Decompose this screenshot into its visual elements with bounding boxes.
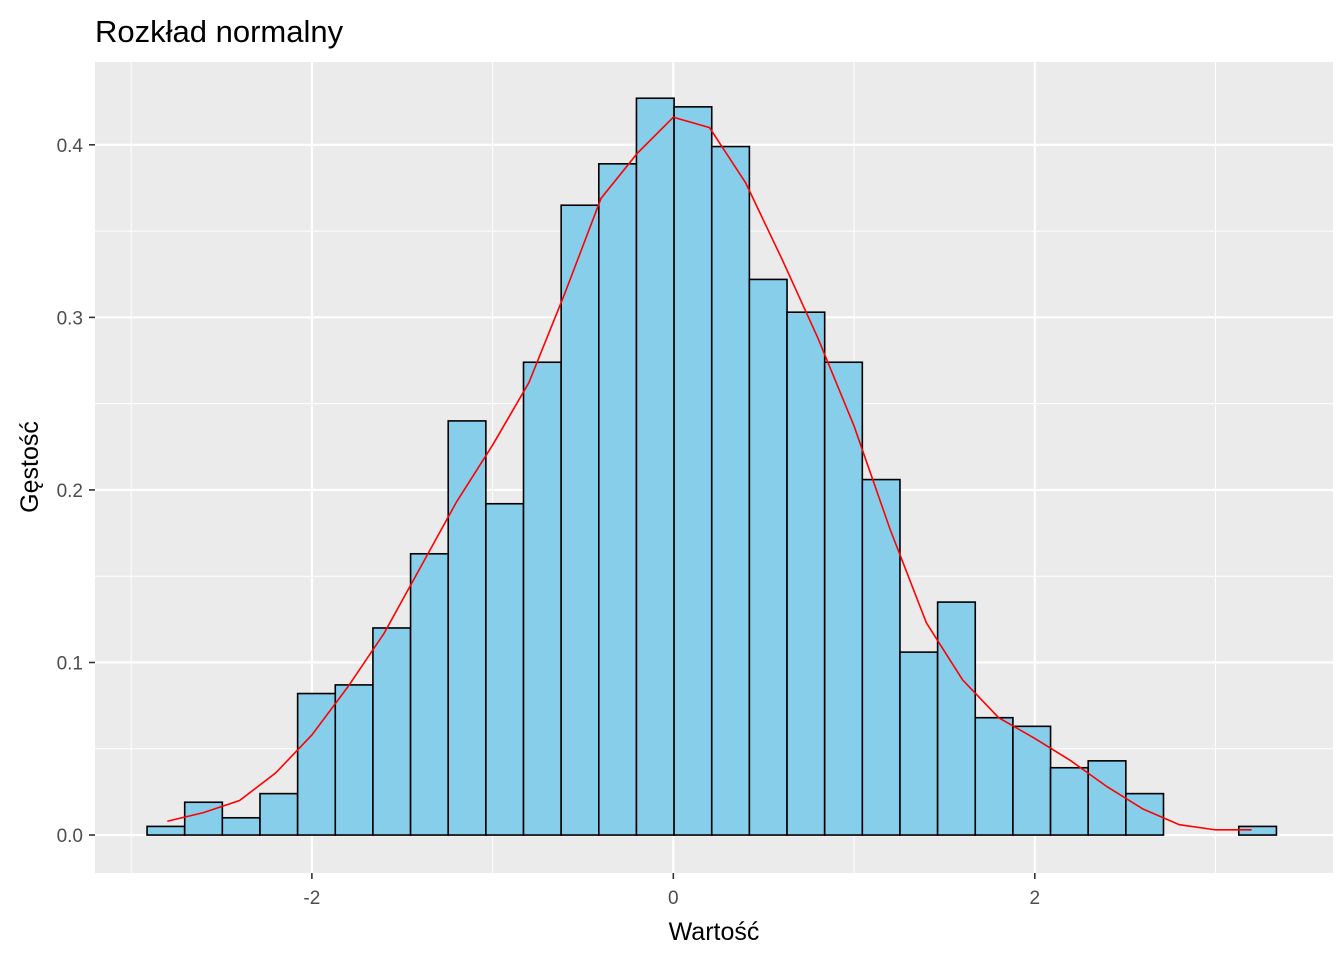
x-tick-label: 0 bbox=[668, 888, 679, 909]
histogram-bar bbox=[1237, 825, 1278, 836]
histogram-bar bbox=[221, 816, 261, 836]
histogram-bar bbox=[485, 502, 525, 836]
histogram-bar bbox=[447, 420, 487, 836]
histogram-bar bbox=[974, 716, 1014, 836]
x-tick-label: -2 bbox=[303, 888, 320, 909]
histogram-bar bbox=[786, 311, 826, 836]
histogram-bar bbox=[409, 552, 450, 836]
y-tick-label: 0.2 bbox=[57, 481, 83, 502]
x-tick-label: 2 bbox=[1030, 888, 1041, 909]
histogram-bar bbox=[296, 692, 337, 836]
y-tick-label: 0.3 bbox=[57, 308, 83, 329]
histogram-bar bbox=[146, 825, 186, 836]
histogram-bar bbox=[936, 601, 977, 836]
x-axis-title: Wartość bbox=[669, 918, 760, 946]
histogram-bar bbox=[861, 478, 901, 836]
histogram-bar bbox=[1125, 792, 1165, 836]
histogram-bar bbox=[372, 627, 412, 836]
y-tick-label: 0.0 bbox=[57, 826, 83, 847]
histogram-bar bbox=[899, 651, 939, 836]
histogram-bar bbox=[1049, 766, 1090, 836]
histogram-bar bbox=[334, 684, 374, 836]
x-axis-ticks: -2 0 2 bbox=[303, 873, 1040, 909]
histogram-bar bbox=[1012, 725, 1052, 836]
histogram-bar bbox=[183, 801, 224, 836]
histogram-bar bbox=[598, 163, 638, 836]
density-curve bbox=[167, 116, 1252, 831]
histogram-bar bbox=[710, 145, 751, 836]
histogram-bar bbox=[560, 204, 600, 836]
y-axis-title: Gęstość bbox=[16, 421, 44, 513]
y-axis-ticks: 0.0 0.1 0.2 0.3 0.4 bbox=[57, 136, 95, 847]
y-tick-label: 0.4 bbox=[57, 136, 84, 157]
histogram-bar bbox=[635, 97, 675, 836]
histogram-bar bbox=[823, 361, 864, 836]
y-tick-label: 0.1 bbox=[57, 653, 83, 674]
histogram-bar bbox=[259, 792, 299, 836]
histogram-bar bbox=[1087, 760, 1127, 836]
histogram-bar bbox=[673, 106, 713, 836]
histogram-bar bbox=[522, 361, 562, 836]
chart-title: Rozkład normalny bbox=[95, 14, 344, 49]
histogram-bar bbox=[748, 278, 788, 836]
